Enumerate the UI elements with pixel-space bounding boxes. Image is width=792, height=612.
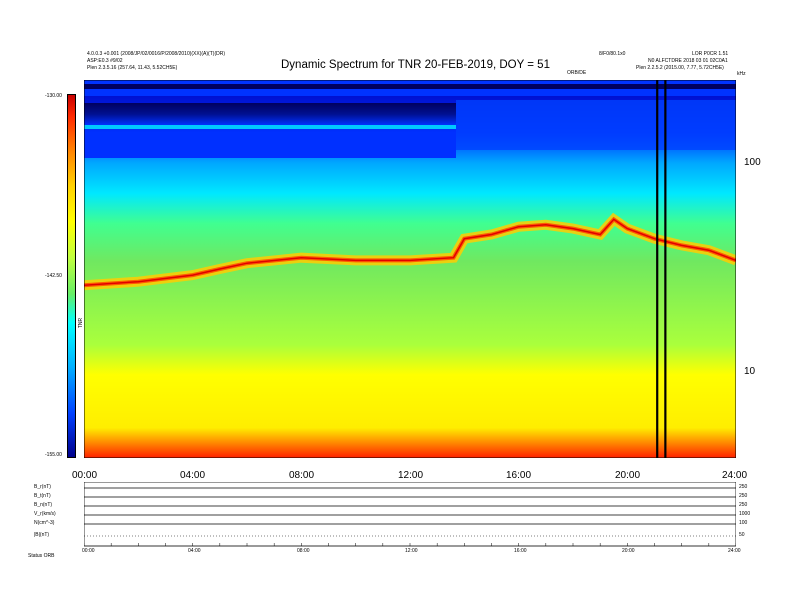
header-right-line4: Plen 2.2.5.2 (2015.00, 7.77, 5.72CH5E) (636, 65, 724, 71)
sub-panels-plot (84, 482, 736, 547)
header-right-line3: N0 ALFCTDRE 2018 03 01 02C0A1 (648, 58, 728, 64)
y-tick-10: 10 (744, 366, 756, 377)
sub-x-tick-5: 20:00 (622, 548, 635, 554)
sub-label-0: B_r(nT) (34, 484, 51, 490)
x-tick-6: 24:00 (722, 470, 748, 481)
sub-x-tick-2: 08:00 (297, 548, 310, 554)
sub-x-tick-4: 16:00 (514, 548, 527, 554)
x-tick-1: 04:00 (180, 470, 206, 481)
header-left-line2: ASP:E0.3 #9/02 (87, 58, 123, 64)
colorbar-tick-bottom: -155.00 (45, 452, 62, 458)
header-right-line1: 8/F0/80.1x0 (599, 51, 626, 57)
x-tick-3: 12:00 (398, 470, 424, 481)
sub-right-5: 50 (739, 532, 745, 538)
sub-label-4: N(cm^-3) (34, 520, 55, 526)
colorbar (67, 94, 76, 458)
sub-right-4: 100 (739, 520, 748, 526)
spectrogram-plot (84, 80, 736, 458)
sub-x-tick-1: 04:00 (188, 548, 201, 554)
colorbar-tick-top: -130.00 (45, 93, 62, 99)
sub-right-3: 1000 (739, 511, 751, 517)
sub-x-tick-3: 12:00 (405, 548, 418, 554)
x-tick-5: 20:00 (615, 470, 641, 481)
emission-ridge-core (84, 218, 736, 286)
x-tick-2: 08:00 (289, 470, 315, 481)
header-small-center: ORB/DE (567, 70, 587, 76)
header-left-line1: 4.0.0.3 +0.001 (2008/JP/02/0016/P/2008/2… (87, 51, 225, 57)
y-tick-100: 100 (744, 157, 761, 168)
sub-x-tick-0: 00:00 (82, 548, 95, 554)
sub-right-1: 250 (739, 493, 748, 499)
chart-title: Dynamic Spectrum for TNR 20-FEB-2019, DO… (281, 59, 550, 71)
sub-footer: Status ORB (28, 553, 55, 559)
colorbar-tick-mid: -142.50 (45, 273, 62, 279)
corner-unit-label: kHz (737, 71, 746, 77)
header-left-line3: Plen 2.3.5.16 (257.64, 11.43, 5.52CH5E) (87, 65, 178, 71)
sub-label-1: B_t(nT) (34, 493, 51, 499)
sub-label-5: |B|(nT) (34, 532, 50, 538)
sub-x-tick-6: 24:00 (728, 548, 741, 554)
sub-right-2: 250 (739, 502, 748, 508)
sub-right-0: 250 (739, 484, 748, 490)
x-tick-0: 00:00 (72, 470, 98, 481)
sub-label-2: B_n(nT) (34, 502, 53, 508)
header-right-line2: LOR P0CR 1.51 (692, 51, 729, 57)
x-tick-4: 16:00 (506, 470, 532, 481)
sub-label-3: V_r(km/s) (34, 511, 56, 517)
